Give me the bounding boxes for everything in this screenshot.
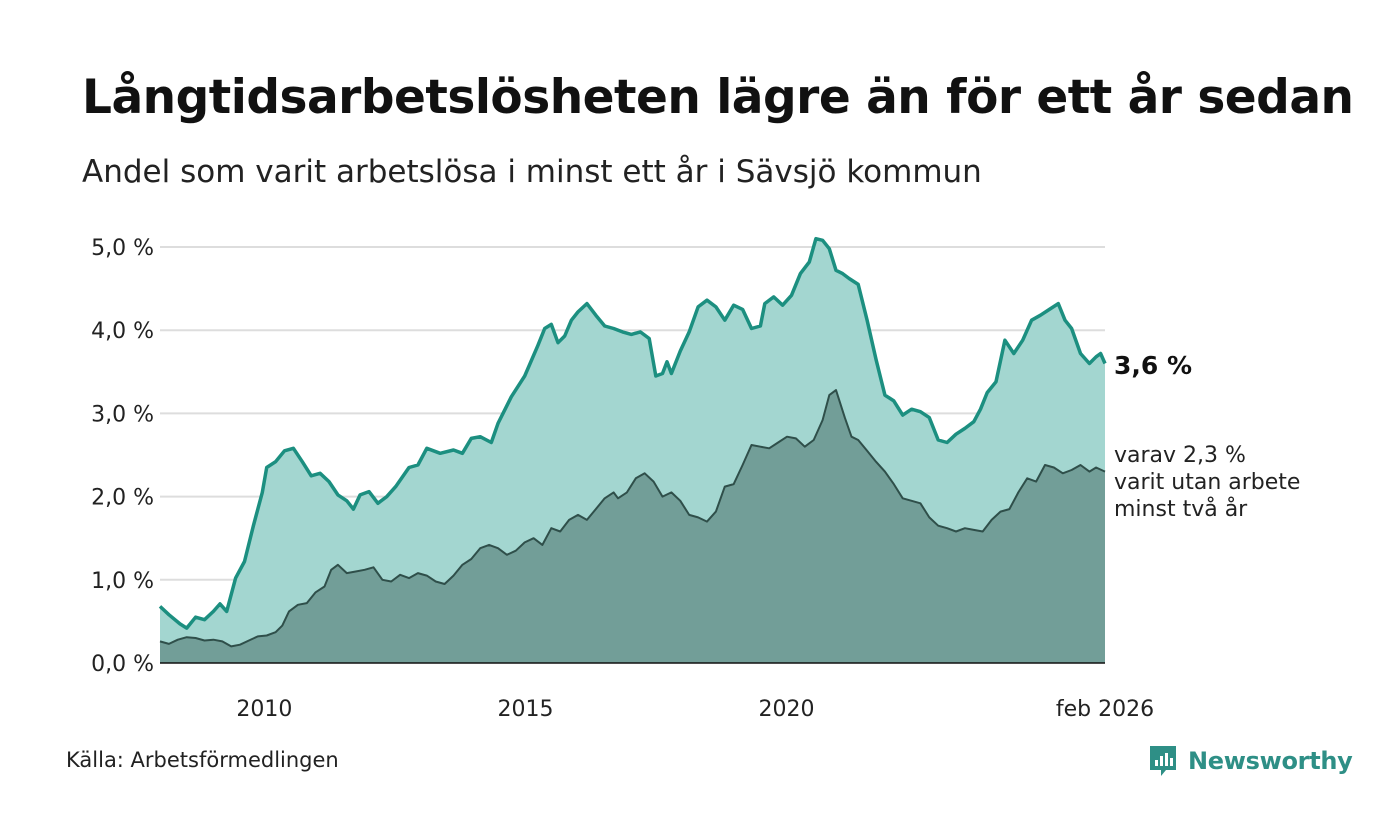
y-tick-label: 5,0 %: [91, 236, 154, 261]
chart-subtitle: Andel som varit arbetslösa i minst ett å…: [82, 154, 982, 190]
long-term-area: [160, 390, 1105, 663]
note-line-1: varav 2,3 %: [1114, 443, 1246, 468]
x-tick-label: 2015: [497, 697, 553, 722]
end-value-label: 3,6 %: [1114, 351, 1192, 380]
brand-name: Newsworthy: [1188, 747, 1353, 775]
y-tick-label: 3,0 %: [91, 402, 154, 427]
y-tick-label: 4,0 %: [91, 319, 154, 344]
note-line-3: minst två år: [1114, 496, 1248, 522]
source-label: Källa: Arbetsförmedlingen: [66, 748, 339, 772]
y-tick-label: 2,0 %: [91, 486, 154, 511]
end-labels: 3,6 % varav 2,3 % varit utan arbete mins…: [1114, 351, 1300, 522]
axes: 0,0 % 1,0 % 2,0 % 3,0 % 4,0 % 5,0 % 2010 2015 20…: [91, 236, 1154, 722]
note-line-2: varit utan arbete: [1114, 470, 1300, 495]
x-tick-label: feb 2026: [1056, 697, 1154, 722]
bar-chart-icon: [1150, 746, 1176, 776]
total-line: [158, 236, 1107, 630]
y-tick-label: 0,0 %: [91, 652, 154, 677]
x-tick-label: 2010: [236, 697, 292, 722]
x-tick-label: 2020: [759, 697, 815, 722]
newsworthy-logo[interactable]: Newsworthy: [1148, 744, 1353, 778]
y-tick-label: 1,0 %: [91, 569, 154, 594]
chart-title: Långtidsarbetslösheten lägre än för ett …: [82, 70, 1354, 125]
chart-areas: [158, 236, 1107, 664]
long-term-line: [159, 389, 1106, 648]
